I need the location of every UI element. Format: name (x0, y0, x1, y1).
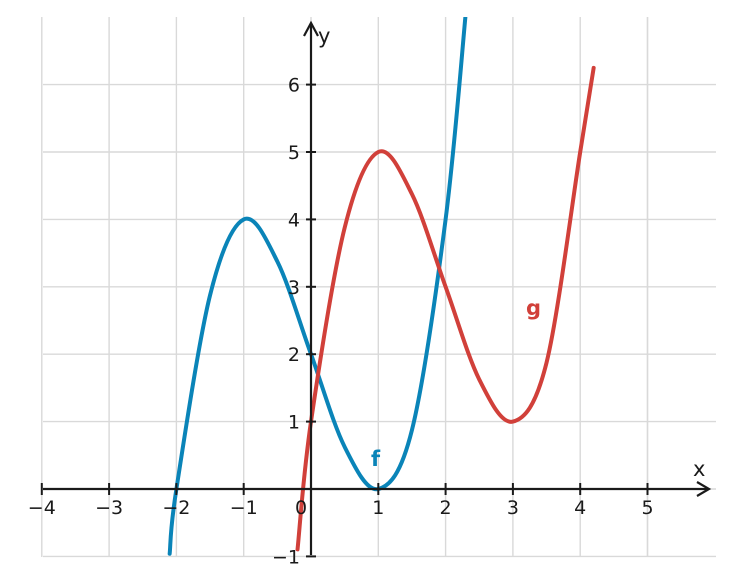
axes (43, 20, 712, 555)
x-tick-label: 1 (372, 497, 384, 519)
curve-label-g: g (526, 296, 541, 320)
x-axis-arrowhead (696, 481, 712, 497)
x-tick-label: 3 (507, 497, 519, 519)
x-tick-label: −1 (230, 497, 258, 519)
curve-g (295, 65, 596, 552)
x-tick-label: 4 (574, 497, 586, 519)
y-tick-label: 4 (288, 209, 300, 231)
x-tick-label: 0 (295, 497, 307, 519)
x-tick-label: 5 (641, 497, 653, 519)
y-tick-label: 3 (288, 277, 300, 299)
y-axis-arrowhead (303, 20, 319, 37)
curve-f (167, 17, 468, 556)
y-tick-label: 6 (288, 75, 300, 97)
ticks: −4 −3 −2 −1 0 1 2 3 4 5 −1 1 2 3 4 5 6 (28, 75, 654, 569)
curve-label-f: f (371, 447, 381, 471)
x-axis-title: x (693, 457, 705, 481)
x-tick-label: 2 (440, 497, 452, 519)
x-tick-label: −4 (28, 497, 56, 519)
x-tick-label: −2 (162, 497, 190, 519)
y-tick-label: 2 (288, 344, 300, 366)
y-tick-label: 1 (288, 412, 300, 434)
grid (41, 17, 716, 558)
x-tick-label: −3 (95, 497, 123, 519)
y-tick-label: −1 (272, 546, 300, 568)
y-tick-label: 5 (288, 142, 300, 164)
curves (167, 17, 596, 556)
y-axis-title: y (318, 24, 330, 48)
